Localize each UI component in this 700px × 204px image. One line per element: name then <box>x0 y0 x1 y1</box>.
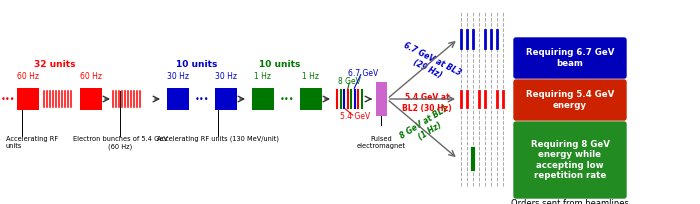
Text: 10 units: 10 units <box>259 60 301 69</box>
Text: 30 Hz: 30 Hz <box>167 72 189 81</box>
Text: Accelerating RF
units: Accelerating RF units <box>6 136 58 149</box>
Text: 6.7 GeV: 6.7 GeV <box>348 69 378 78</box>
Text: 8 GeV at BL1
(1 Hz): 8 GeV at BL1 (1 Hz) <box>398 104 456 150</box>
Text: 1 Hz: 1 Hz <box>302 72 319 81</box>
Text: •••: ••• <box>1 94 15 103</box>
Text: 6.7 GeV at BL3
(29 Hz): 6.7 GeV at BL3 (29 Hz) <box>398 41 463 87</box>
Text: 5.4 GeV: 5.4 GeV <box>340 112 370 121</box>
Text: Requiring 5.4 GeV
energy: Requiring 5.4 GeV energy <box>526 90 614 110</box>
FancyBboxPatch shape <box>514 38 626 78</box>
Bar <box>215 88 237 110</box>
Text: Requiring 8 GeV
energy while
accepting low
repetition rate: Requiring 8 GeV energy while accepting l… <box>531 140 610 180</box>
Bar <box>80 88 102 110</box>
Bar <box>167 88 189 110</box>
Text: 10 units: 10 units <box>176 60 218 69</box>
Text: Accelerating RF units (130 MeV/unit): Accelerating RF units (130 MeV/unit) <box>157 136 279 143</box>
Bar <box>376 82 387 116</box>
Text: •••: ••• <box>280 94 294 103</box>
Text: 5.4 GeV at
BL2 (30 Hz): 5.4 GeV at BL2 (30 Hz) <box>402 93 452 113</box>
Text: 8 GeV: 8 GeV <box>337 77 360 86</box>
Text: Requiring 6.7 GeV
beam: Requiring 6.7 GeV beam <box>526 48 614 68</box>
Text: Electron bunches of 5.4 GeV
(60 Hz): Electron bunches of 5.4 GeV (60 Hz) <box>73 136 167 150</box>
Text: •••: ••• <box>195 94 209 103</box>
Bar <box>17 88 39 110</box>
Text: 60 Hz: 60 Hz <box>80 72 102 81</box>
Text: Orders sent from beamlines: Orders sent from beamlines <box>511 199 629 204</box>
FancyBboxPatch shape <box>514 122 626 198</box>
Text: 1 Hz: 1 Hz <box>255 72 272 81</box>
Text: 60 Hz: 60 Hz <box>17 72 39 81</box>
FancyBboxPatch shape <box>514 80 626 120</box>
Text: 30 Hz: 30 Hz <box>215 72 237 81</box>
Text: Pulsed
electromagnet: Pulsed electromagnet <box>356 136 405 149</box>
Bar <box>300 88 322 110</box>
Text: 32 units: 32 units <box>34 60 76 69</box>
Bar <box>252 88 274 110</box>
